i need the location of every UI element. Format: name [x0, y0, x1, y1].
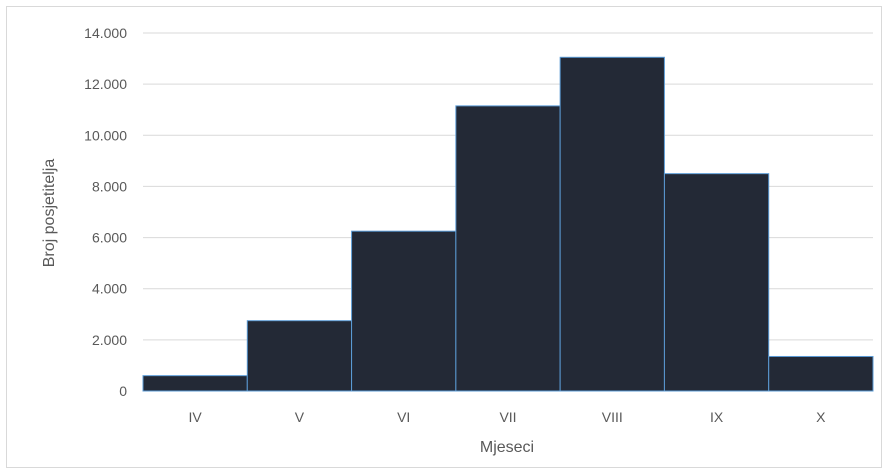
y-tick-label: 0 [119, 383, 127, 399]
y-axis-title: Broj posjetitelja [41, 159, 58, 268]
y-tick-label: 8.000 [92, 178, 127, 194]
x-axis-title: Mjeseci [480, 439, 534, 456]
y-tick-label: 4.000 [92, 281, 127, 297]
y-tick-label: 14.000 [84, 25, 127, 41]
x-tick-label: VII [499, 409, 516, 425]
y-tick-label: 6.000 [92, 230, 127, 246]
bar-v [246, 320, 353, 392]
x-tick-label: IX [710, 409, 724, 425]
x-tick-label: X [816, 409, 826, 425]
bar-ix [663, 173, 770, 392]
y-tick-label: 10.000 [84, 127, 127, 143]
y-tick-labels: 0 2.000 4.000 6.000 8.000 10.000 12.000 14.000 [84, 25, 127, 399]
x-tick-label: VIII [602, 409, 623, 425]
bar-vi [351, 230, 457, 392]
bar-x [768, 355, 874, 392]
bar-vii [455, 105, 561, 392]
x-tick-label: V [295, 409, 305, 425]
x-tick-labels: IV V VI VII VIII IX X [189, 409, 827, 425]
y-tick-label: 2.000 [92, 332, 127, 348]
x-tick-label: VI [397, 409, 410, 425]
bar-viii [559, 56, 665, 392]
y-tick-label: 12.000 [84, 76, 127, 92]
bar-iv [142, 375, 248, 392]
x-tick-label: IV [189, 409, 203, 425]
bars [142, 56, 874, 392]
